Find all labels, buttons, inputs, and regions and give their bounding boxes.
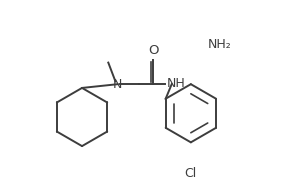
- Text: N: N: [113, 78, 122, 91]
- Text: Cl: Cl: [185, 167, 197, 180]
- Text: O: O: [148, 44, 158, 57]
- Text: NH₂: NH₂: [208, 38, 231, 51]
- Text: NH: NH: [166, 77, 185, 90]
